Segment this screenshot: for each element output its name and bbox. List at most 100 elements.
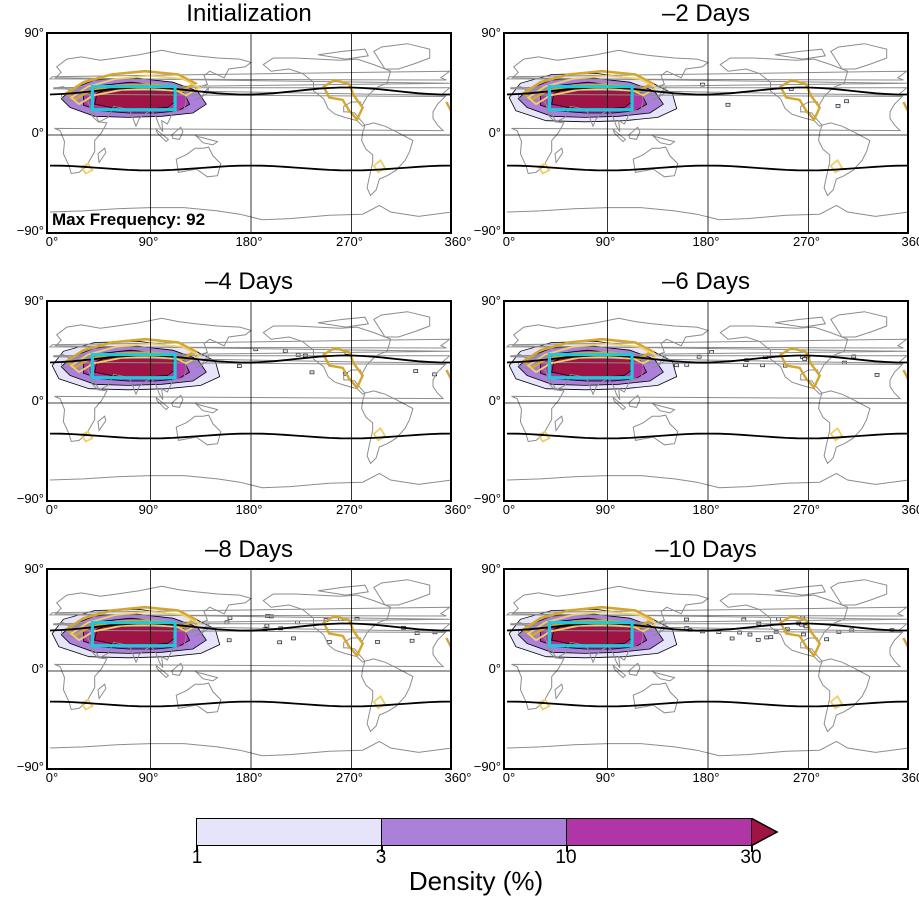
map-svg bbox=[48, 302, 450, 500]
y-tick-label: 90° bbox=[481, 293, 501, 308]
coastline bbox=[651, 671, 676, 682]
gold-contour bbox=[322, 78, 365, 122]
x-tick-label: 90° bbox=[138, 770, 159, 785]
density-blob bbox=[729, 636, 735, 641]
jet-line-south bbox=[49, 432, 450, 440]
coastline bbox=[554, 683, 564, 700]
coastline bbox=[830, 311, 888, 338]
coastline bbox=[774, 316, 827, 328]
jet-line-north bbox=[49, 354, 450, 364]
x-tick-label: 360° bbox=[901, 770, 919, 785]
colorbar-tick bbox=[196, 846, 198, 852]
x-tick-label: 0° bbox=[502, 770, 516, 785]
y-tick-label: 0° bbox=[488, 661, 501, 676]
colorbar-segment-10-30 bbox=[566, 818, 752, 846]
jet-line-north bbox=[506, 354, 907, 364]
density-blob bbox=[835, 104, 841, 108]
colorbar-title: Density (%) bbox=[408, 866, 544, 896]
x-tick-label: 180° bbox=[235, 234, 263, 249]
coastline bbox=[171, 126, 184, 140]
gold-contour bbox=[322, 614, 365, 658]
gold-contour bbox=[79, 430, 94, 443]
density-blob bbox=[737, 630, 742, 635]
x-tick-label: 90° bbox=[595, 502, 616, 517]
gold-contour bbox=[779, 614, 822, 658]
x-tick-label: 270° bbox=[336, 234, 363, 249]
coastline bbox=[651, 622, 667, 637]
map-svg bbox=[48, 34, 450, 232]
coastline bbox=[505, 70, 907, 81]
colorbar-label-10: 10 bbox=[555, 847, 577, 868]
gold-contour bbox=[445, 101, 450, 112]
gold-contour bbox=[779, 78, 822, 122]
y-tick-label: 0° bbox=[31, 125, 44, 140]
coastline bbox=[194, 354, 210, 369]
y-tick-label: 0° bbox=[488, 125, 501, 140]
region-box bbox=[90, 84, 177, 112]
coastlines bbox=[48, 43, 450, 221]
coastline bbox=[155, 128, 170, 143]
density-blob bbox=[282, 349, 288, 353]
x-tick-label: 180° bbox=[692, 234, 720, 249]
coastline-antarctica bbox=[49, 472, 450, 489]
coastline bbox=[628, 394, 641, 408]
density-blob bbox=[801, 632, 806, 637]
y-tick-label: −90° bbox=[16, 759, 44, 774]
x-tick-label: 270° bbox=[793, 234, 820, 249]
density-blob bbox=[700, 82, 705, 87]
gold-contour bbox=[445, 637, 450, 648]
density-blob bbox=[264, 623, 270, 628]
gold-contour bbox=[902, 101, 907, 112]
x-tick-label: 270° bbox=[336, 502, 363, 517]
gold-contour bbox=[79, 162, 94, 175]
map-svg bbox=[505, 302, 907, 500]
panel-title: Initialization bbox=[186, 0, 312, 27]
jet-line-north bbox=[49, 622, 450, 632]
y-tick-label: −90° bbox=[473, 759, 501, 774]
jet-line-north bbox=[506, 86, 907, 96]
coastline bbox=[373, 43, 431, 70]
x-tick-label: 360° bbox=[444, 234, 472, 249]
coastline bbox=[719, 57, 849, 127]
coastline bbox=[97, 683, 107, 700]
density-blob bbox=[844, 99, 849, 104]
coastline bbox=[774, 48, 827, 60]
coastline bbox=[361, 390, 414, 465]
coastline bbox=[554, 415, 564, 432]
colorbar-segment-3-10 bbox=[381, 818, 567, 846]
density-blob bbox=[824, 637, 829, 642]
coastline bbox=[194, 135, 219, 146]
x-tick-label: 0° bbox=[45, 770, 59, 785]
jet-line-south bbox=[506, 700, 907, 708]
map-plot-area bbox=[503, 568, 909, 770]
y-tick-label: −90° bbox=[473, 491, 501, 506]
gold-contour bbox=[536, 430, 551, 443]
x-tick-label: 0° bbox=[502, 502, 516, 517]
density-blob bbox=[747, 632, 753, 637]
x-tick-label: 180° bbox=[235, 770, 263, 785]
x-tick-label: 90° bbox=[595, 234, 616, 249]
gold-contour bbox=[902, 637, 907, 648]
coastline bbox=[612, 128, 627, 143]
y-tick-label: 90° bbox=[24, 25, 44, 40]
grid-lines bbox=[48, 302, 450, 500]
coastline bbox=[505, 338, 907, 349]
coastline bbox=[651, 403, 676, 414]
map-plot-area bbox=[46, 568, 452, 770]
coastline bbox=[612, 664, 627, 679]
coastline bbox=[505, 606, 907, 617]
y-tick-label: 90° bbox=[481, 561, 501, 576]
x-tick-label: 0° bbox=[45, 502, 59, 517]
coastline bbox=[262, 57, 392, 127]
coastline-antarctica bbox=[49, 204, 450, 221]
coastline bbox=[317, 584, 370, 596]
density-blob bbox=[237, 364, 242, 368]
coastline bbox=[373, 311, 431, 338]
density-blob bbox=[265, 614, 270, 618]
jet-line-north bbox=[506, 622, 907, 632]
gold-contour bbox=[322, 346, 365, 390]
density-blob bbox=[226, 638, 232, 643]
